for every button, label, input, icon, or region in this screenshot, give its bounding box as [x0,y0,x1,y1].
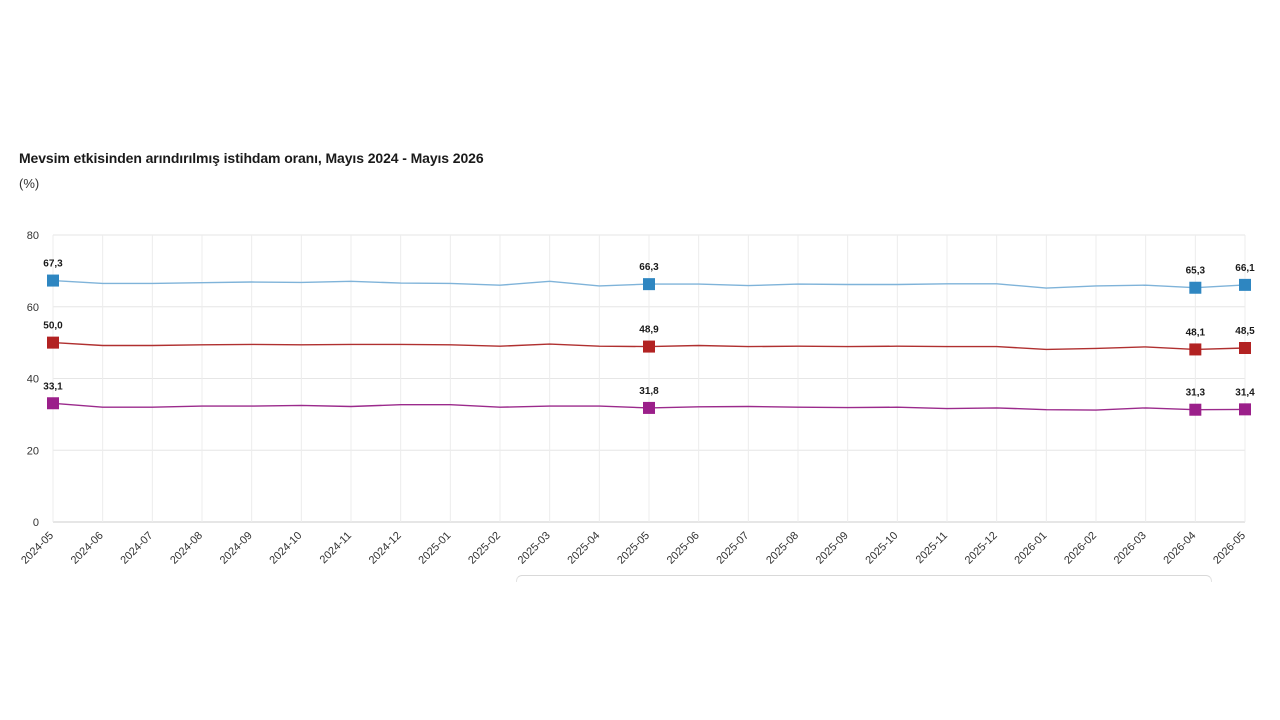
data-label: 31,8 [639,386,659,397]
data-label: 33,1 [43,381,63,392]
x-tick-label: 2024-07 [118,530,155,567]
y-tick-label: 20 [27,445,39,457]
x-tick-label: 2025-04 [565,530,602,567]
data-label: 48,1 [1186,327,1206,338]
data-point-marker[interactable] [1189,343,1202,356]
x-tick-label: 2024-09 [218,530,255,567]
y-tick-label: 40 [27,374,39,386]
y-tick-label: 0 [33,517,39,529]
data-label: 48,9 [639,325,659,336]
x-tick-label: 2025-10 [863,530,900,567]
x-tick-label: 2024-12 [367,530,404,567]
x-tick-label: 2024-11 [318,530,354,566]
x-tick-label: 2026-05 [1211,530,1248,567]
x-tick-label: 2025-01 [416,530,453,567]
data-point-marker[interactable] [47,336,59,349]
x-tick-label: 2025-07 [714,530,751,567]
x-tick-label: 2025-06 [665,530,702,567]
data-label: 31,3 [1186,388,1206,399]
x-tick-label: 2024-06 [69,530,106,567]
data-point-marker[interactable] [47,274,59,287]
data-label: 66,1 [1235,263,1255,274]
x-tick-label: 2025-11 [914,530,950,566]
data-point-marker[interactable] [643,401,655,414]
x-tick-label: 2026-04 [1161,530,1198,567]
y-tick-label: 80 [27,230,39,242]
data-point-marker[interactable] [1189,281,1202,294]
data-label: 48,5 [1235,326,1255,337]
data-point-marker[interactable] [1239,403,1251,416]
data-label: 31,4 [1235,387,1255,398]
x-tick-label: 2024-08 [168,530,205,567]
data-point-marker[interactable] [1239,278,1251,291]
x-tick-label: 2025-02 [466,530,503,567]
x-tick-label: 2026-03 [1112,530,1149,567]
legend-panel[interactable] [516,575,1212,582]
x-tick-label: 2025-09 [814,530,851,567]
data-point-marker[interactable] [1189,403,1202,416]
data-point-marker[interactable] [1239,342,1251,355]
x-tick-label: 2025-03 [516,530,553,567]
data-point-marker[interactable] [47,397,59,410]
data-label: 66,3 [639,262,659,273]
x-tick-label: 2024-05 [19,530,56,567]
x-tick-label: 2026-02 [1062,530,1099,567]
chart-subtitle: (%) [19,176,40,191]
y-tick-label: 60 [27,302,39,314]
chart-title: Mevsim etkisinden arındırılmış istihdam … [19,150,484,166]
x-tick-label: 2025-05 [615,530,652,567]
data-label: 67,3 [43,259,63,270]
x-tick-label: 2025-08 [764,530,801,567]
data-label: 65,3 [1186,266,1206,277]
x-tick-label: 2025-12 [963,530,1000,567]
data-point-marker[interactable] [643,340,655,353]
data-label: 50,0 [43,321,63,332]
x-tick-label: 2024-10 [267,530,304,567]
x-tick-label: 2026-01 [1012,530,1049,567]
data-point-marker[interactable] [643,278,655,291]
